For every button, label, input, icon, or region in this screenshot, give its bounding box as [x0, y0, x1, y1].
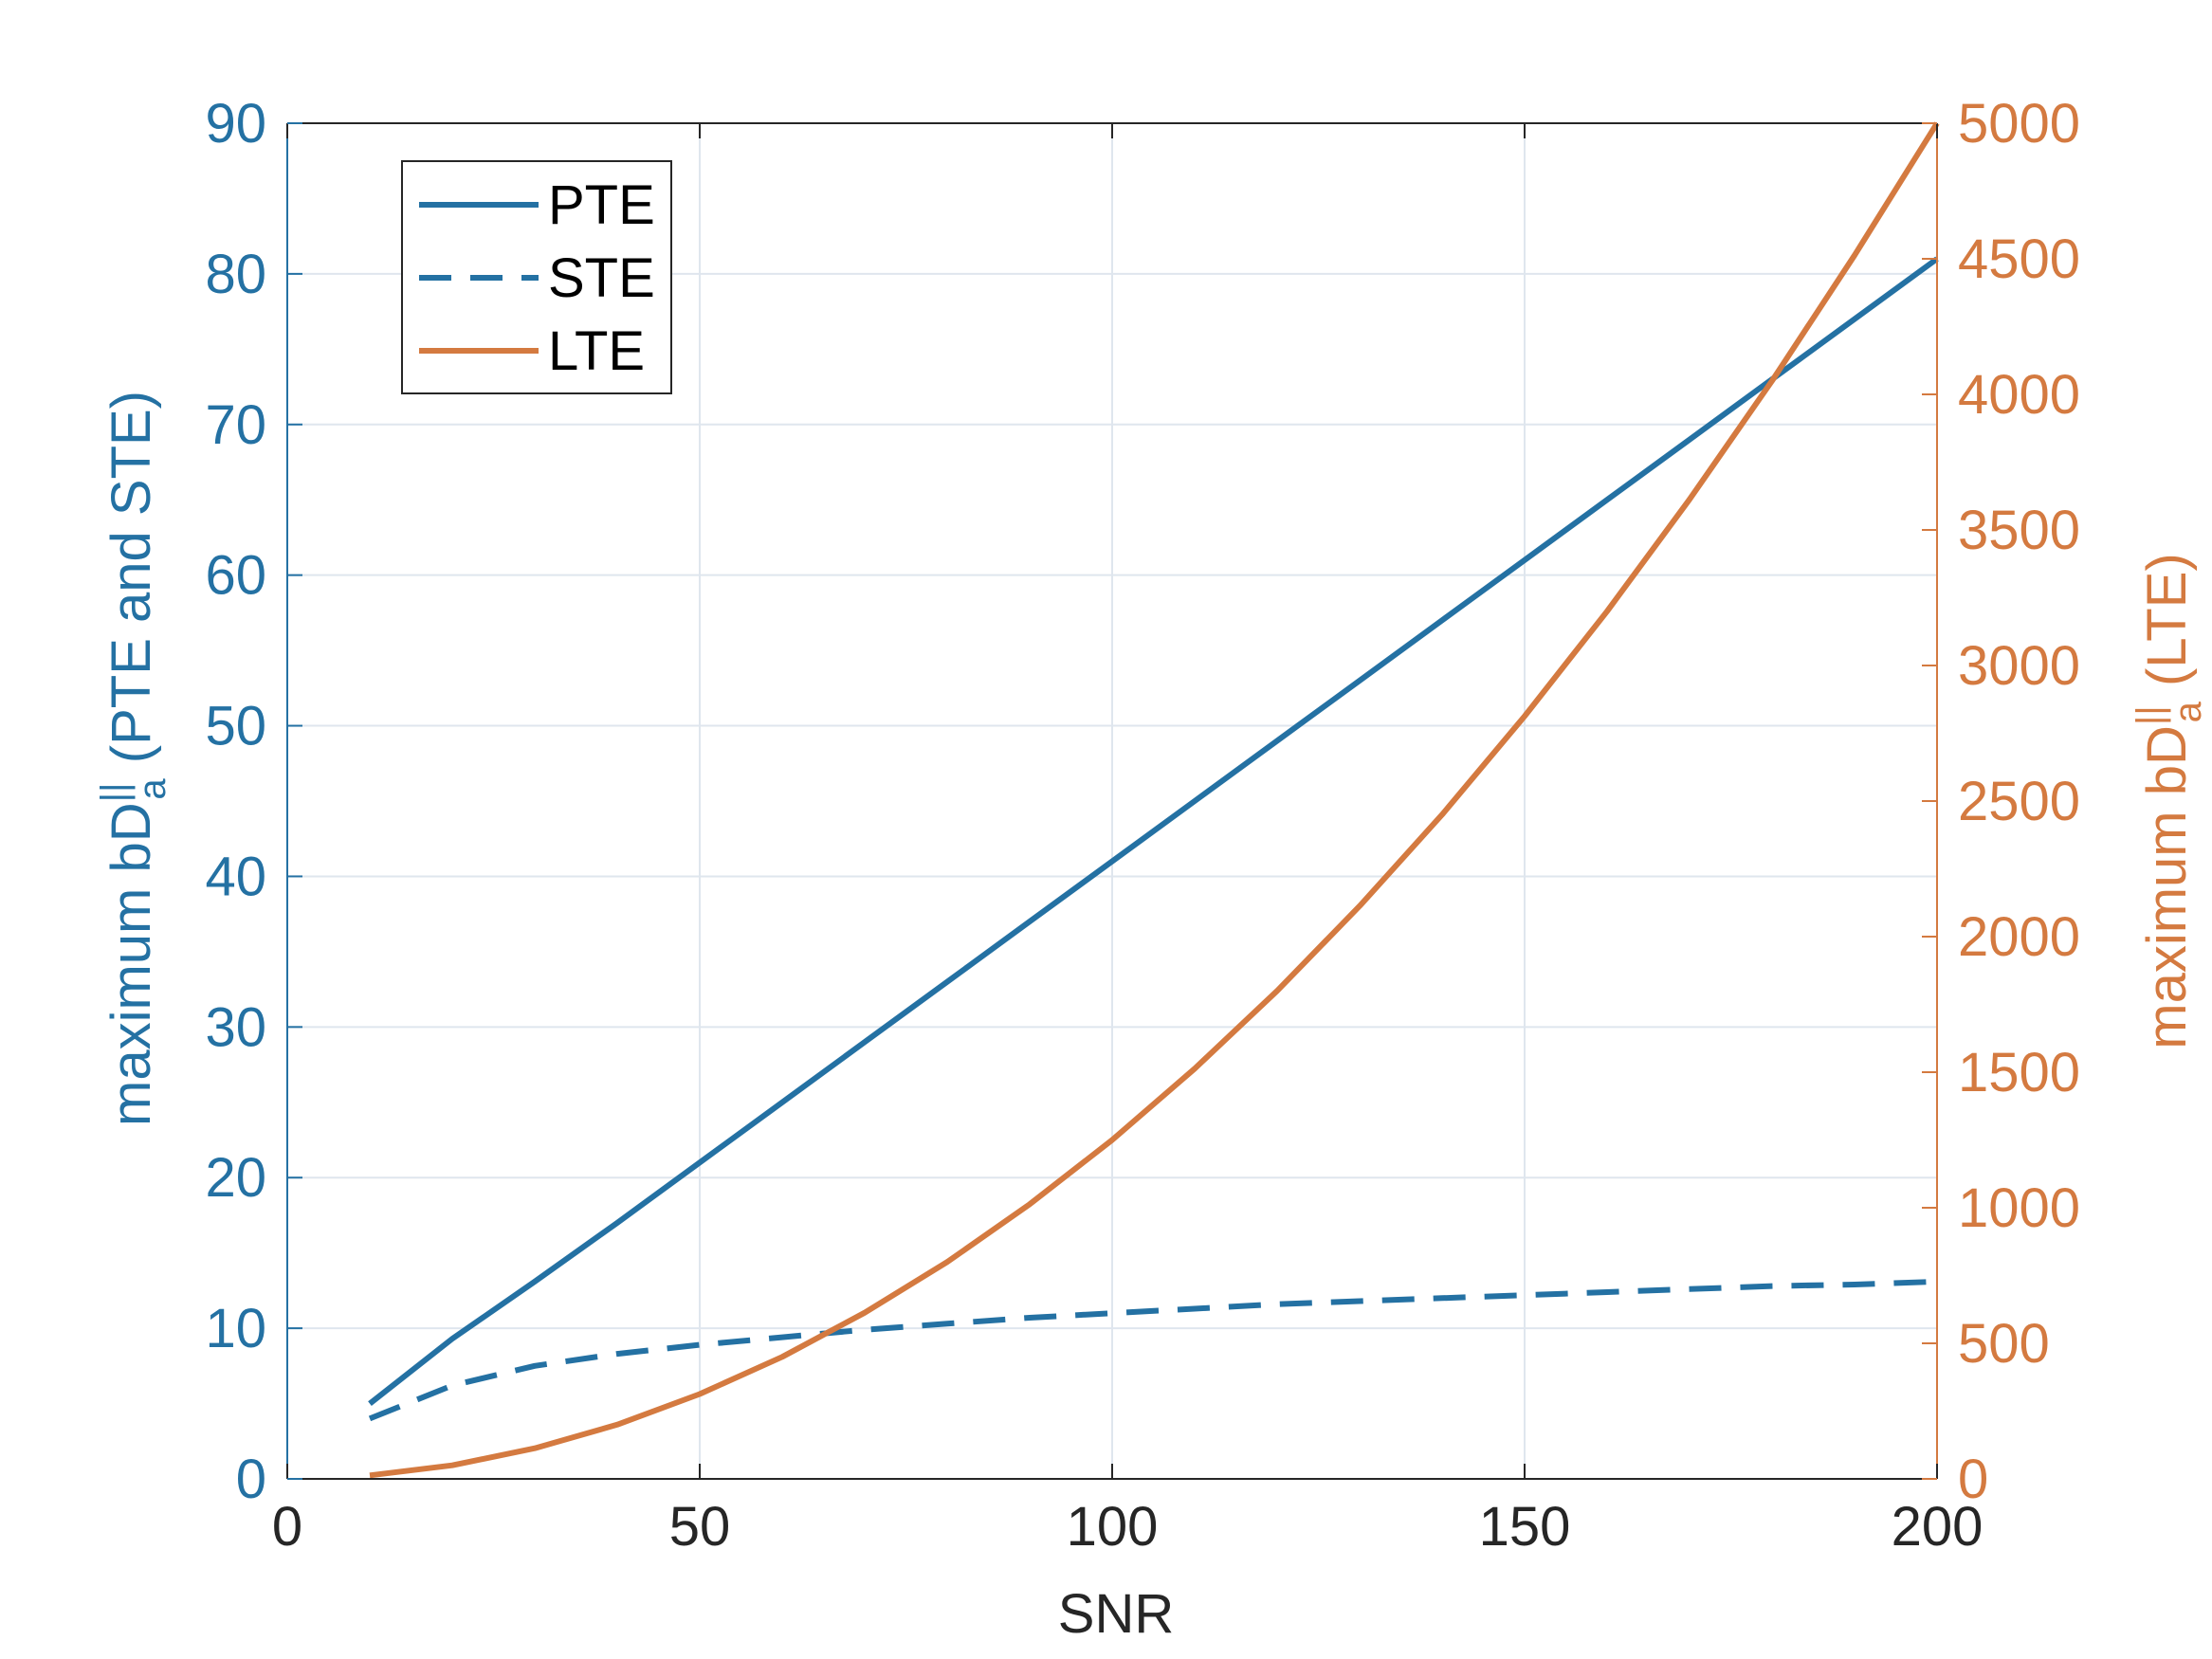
x-tick-label: 100	[1067, 1496, 1159, 1558]
x-tick-label: 50	[669, 1496, 731, 1558]
left-y-axis-label: maximum bD||a (PTE and STE)	[94, 391, 174, 1126]
x-tick-label: 150	[1479, 1496, 1571, 1558]
series-line-ste	[368, 1278, 1938, 1422]
right-y-tick-label: 3000	[1958, 635, 2080, 697]
left-y-label-superscript: ||	[94, 783, 136, 803]
right-y-axis-label: maximum bD||a (LTE)	[2130, 553, 2209, 1048]
right-y-tick-label: 5000	[1958, 93, 2080, 155]
left-y-tick-label: 40	[205, 846, 266, 907]
left-y-tick-label: 90	[205, 93, 266, 155]
left-y-label-suffix: (PTE and STE)	[101, 391, 162, 778]
series-lines	[368, 121, 1940, 1479]
legend-label-pte: PTE	[548, 174, 655, 236]
left-y-tick-label: 0	[236, 1449, 266, 1510]
right-y-label-superscript: ||	[2130, 705, 2171, 725]
x-tick-label: 200	[1892, 1496, 1983, 1558]
right-y-label-subscript: a	[2167, 701, 2209, 722]
left-y-tick-label: 10	[205, 1298, 266, 1359]
right-y-label-suffix: (LTE)	[2136, 553, 2198, 702]
left-y-tick-label: 30	[205, 996, 266, 1058]
left-y-label-subscript: a	[132, 778, 174, 800]
series-line-pte	[368, 256, 1939, 1406]
axes: 0 50 100 150 2000102030405060708090050010001…	[205, 93, 2080, 1558]
legend-label-ste: STE	[548, 247, 655, 309]
left-y-tick-label: 50	[205, 696, 266, 757]
left-y-tick-label: 70	[205, 394, 266, 456]
legend-label-lte: LTE	[548, 320, 645, 382]
right-y-tick-label: 4500	[1958, 228, 2080, 290]
x-axis-label: SNR	[1058, 1583, 1174, 1645]
right-y-tick-label: 4000	[1958, 364, 2080, 426]
right-y-tick-label: 1500	[1958, 1042, 2080, 1103]
right-y-tick-label: 2500	[1958, 771, 2080, 832]
right-y-tick-label: 3500	[1958, 500, 2080, 561]
right-y-tick-label: 2000	[1958, 906, 2080, 968]
left-y-tick-label: 80	[205, 244, 266, 305]
left-y-tick-label: 20	[205, 1147, 266, 1209]
right-y-tick-label: 500	[1958, 1313, 2050, 1375]
right-y-label-prefix: maximum bD	[2136, 725, 2198, 1049]
left-y-label-prefix: maximum bD	[101, 802, 162, 1126]
left-y-tick-label: 60	[205, 545, 266, 607]
series-line-lte	[369, 121, 1940, 1479]
right-y-tick-label: 0	[1958, 1449, 1988, 1510]
legend: PTE STE LTE	[401, 160, 672, 394]
right-y-tick-label: 1000	[1958, 1177, 2080, 1239]
x-tick-label: 0	[272, 1496, 302, 1558]
